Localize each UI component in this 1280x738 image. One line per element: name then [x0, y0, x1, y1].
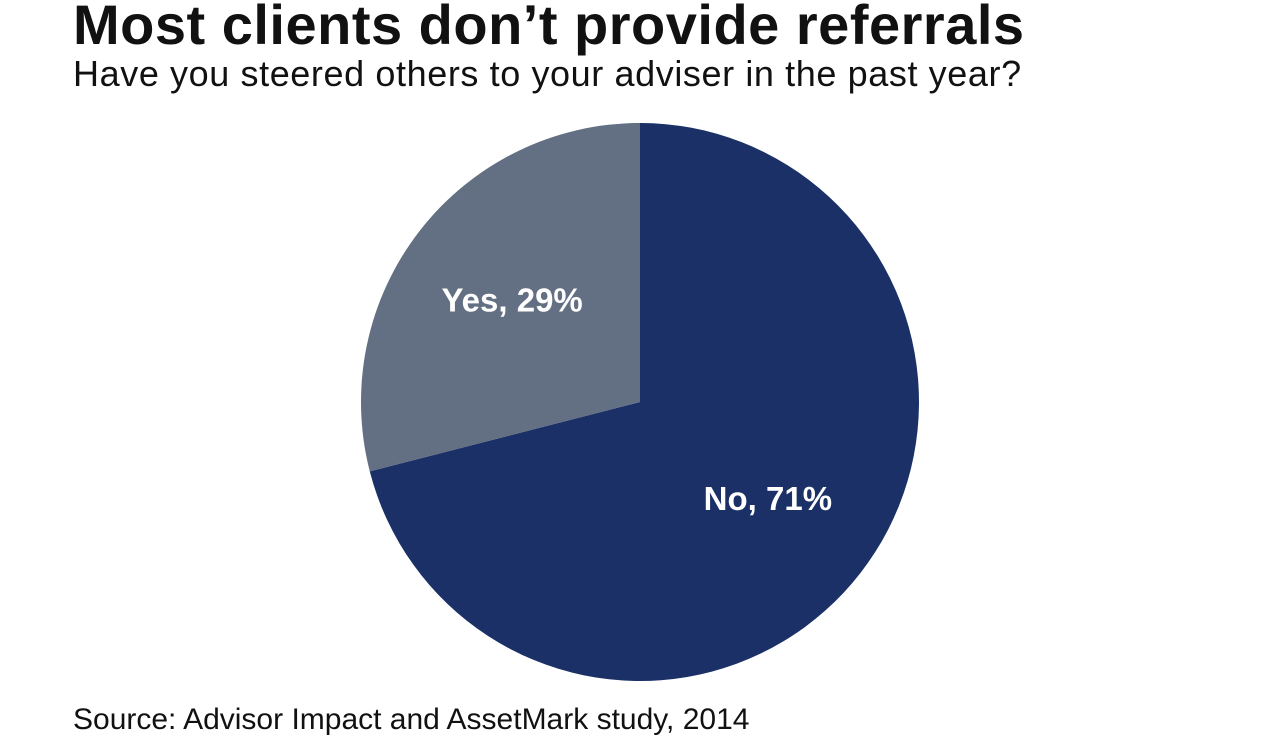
slice-label-yes: Yes, 29%	[441, 282, 582, 319]
source-note: Source: Advisor Impact and AssetMark stu…	[73, 703, 750, 736]
slice-label-no: No, 71%	[704, 480, 832, 517]
chart-subtitle: Have you steered others to your adviser …	[73, 53, 1022, 94]
pie-slice-yes	[360, 123, 640, 472]
pie-slice-no	[369, 123, 920, 681]
chart-title: Most clients don’t provide referrals	[73, 0, 1025, 56]
pie-chart: No, 71% Yes, 29%	[360, 123, 920, 681]
